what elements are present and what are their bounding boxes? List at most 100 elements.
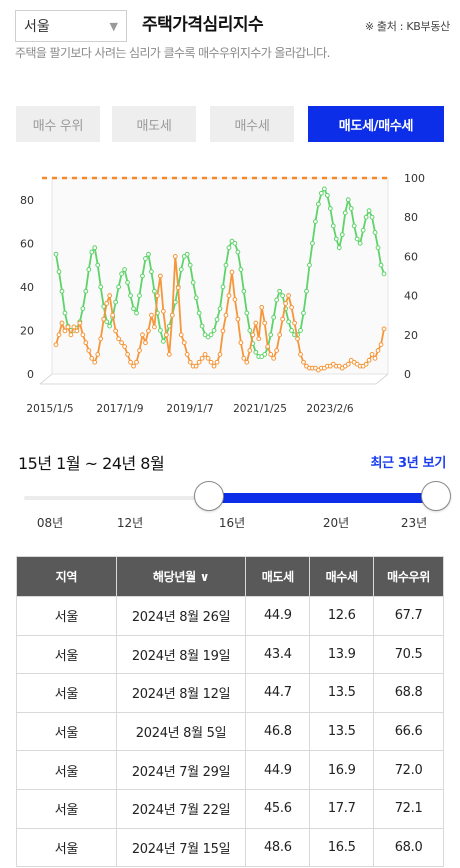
series-point-1	[298, 352, 303, 357]
col-header-date[interactable]: 해당년월 ∨	[115, 556, 247, 597]
series-point-1	[163, 332, 169, 338]
series-point-0	[307, 262, 312, 268]
series-point-1	[152, 324, 157, 330]
y-right-tick-label: 60	[404, 250, 418, 263]
table-row: 서울 2024년 8월 19일 43.4 13.9 70.5	[16, 634, 444, 675]
tab-sell-pressure[interactable]: 매도세	[112, 106, 196, 142]
series-point-0	[125, 280, 130, 285]
tab-buy-pressure[interactable]: 매수세	[210, 106, 294, 142]
y-right-tick-label: 100	[404, 172, 425, 185]
series-point-1	[68, 332, 74, 338]
series-point-1	[256, 336, 262, 342]
table-row: 서울 2024년 8월 5일 46.8 13.5 66.6	[16, 711, 444, 752]
series-point-0	[187, 262, 193, 268]
series-point-0	[321, 186, 327, 192]
series-point-0	[301, 310, 306, 316]
series-point-1	[247, 348, 253, 353]
y-left-tick-label: 20	[20, 324, 34, 337]
series-point-1	[181, 340, 187, 346]
series-point-1	[86, 348, 92, 353]
y-left-tick-label: 80	[20, 194, 34, 207]
table-header-row: 지역 해당년월 ∨ 매도세 매수세 매수우위	[16, 556, 444, 597]
period-slider[interactable]	[24, 481, 451, 511]
series-point-1	[83, 340, 89, 346]
tab-sell-buy-pressure[interactable]: 매도세/매수세	[308, 106, 444, 142]
tab-buy-advantage[interactable]: 매수 우위	[16, 106, 100, 142]
series-point-0	[199, 323, 205, 329]
series-point-1	[116, 336, 122, 342]
series-point-0	[304, 288, 309, 294]
series-point-0	[80, 306, 86, 312]
series-point-1	[205, 355, 211, 361]
series-point-1	[160, 308, 166, 314]
cell-date: 2024년 7월 22일	[115, 788, 247, 829]
series-point-1	[154, 293, 160, 299]
cell-date: 2024년 8월 5일	[115, 711, 247, 752]
series-point-0	[172, 299, 178, 305]
cell-buy-advantage: 72.0	[373, 750, 444, 790]
slider-tick: 08년	[36, 516, 64, 530]
col-header-sell: 매도세	[245, 556, 311, 597]
series-point-0	[160, 338, 166, 344]
series-point-1	[241, 355, 247, 361]
series-point-0	[280, 293, 286, 299]
series-point-1	[244, 359, 250, 365]
series-point-1	[295, 336, 300, 342]
series-point-0	[327, 206, 333, 211]
series-point-0	[89, 249, 95, 255]
series-point-0	[86, 267, 92, 272]
series-point-0	[178, 267, 184, 272]
series-point-1	[62, 328, 68, 334]
series-point-1	[292, 320, 297, 326]
series-point-0	[241, 288, 247, 294]
series-point-0	[214, 317, 220, 322]
series-point-1	[220, 328, 226, 334]
series-point-1	[56, 332, 62, 338]
series-point-0	[378, 262, 384, 268]
slider-handle-start[interactable]	[194, 481, 225, 511]
series-point-0	[324, 193, 330, 198]
cell-buy: 12.6	[309, 596, 375, 636]
series-point-1	[125, 352, 130, 357]
series-point-1	[53, 342, 59, 348]
series-point-0	[336, 245, 342, 251]
series-point-1	[143, 340, 148, 346]
slider-tick: 20년	[322, 516, 350, 530]
table-row: 서울 2024년 7월 15일 48.6 16.5 68.0	[16, 827, 444, 868]
cell-region: 서울	[16, 634, 117, 675]
plot-floor-edge	[375, 373, 389, 385]
series-point-1	[372, 355, 378, 361]
cell-buy: 16.5	[309, 827, 375, 868]
slider-handle-end[interactable]	[421, 481, 451, 511]
series-point-1	[80, 332, 86, 338]
series-point-0	[211, 328, 217, 333]
y-left-tick-label: 0	[27, 368, 34, 381]
series-point-1	[226, 293, 232, 299]
series-point-1	[259, 304, 265, 310]
slider-tick: 12년	[116, 516, 144, 530]
cell-buy: 13.5	[309, 711, 375, 752]
series-point-1	[211, 363, 217, 369]
recent-3-years-link[interactable]: 최근 3년 보기	[370, 456, 447, 471]
series-point-0	[253, 349, 259, 355]
cell-region: 서울	[16, 596, 117, 636]
series-point-0	[190, 280, 196, 285]
series-point-1	[157, 273, 163, 279]
series-point-1	[74, 328, 80, 334]
slider-selected-range	[209, 493, 436, 503]
line-chart: 0 20 40 60 80 0 20 40 60 80 100 2015/1/5 2017/1/9 201…	[20, 172, 425, 415]
series-point-0	[157, 328, 163, 333]
series-point-1	[172, 254, 178, 259]
series-point-0	[196, 310, 202, 316]
series-point-1	[193, 363, 199, 369]
series-point-0	[354, 236, 360, 242]
series-point-0	[342, 210, 348, 216]
series-point-1	[95, 352, 101, 357]
cell-region: 서울	[16, 788, 117, 829]
x-tick-label: 2021/1/25	[233, 403, 287, 415]
series-point-1	[369, 352, 375, 357]
cell-region: 서울	[16, 673, 117, 713]
series-point-1	[92, 359, 98, 365]
series-point-0	[310, 240, 315, 246]
region-select[interactable]: 서울 ▼	[15, 10, 127, 42]
